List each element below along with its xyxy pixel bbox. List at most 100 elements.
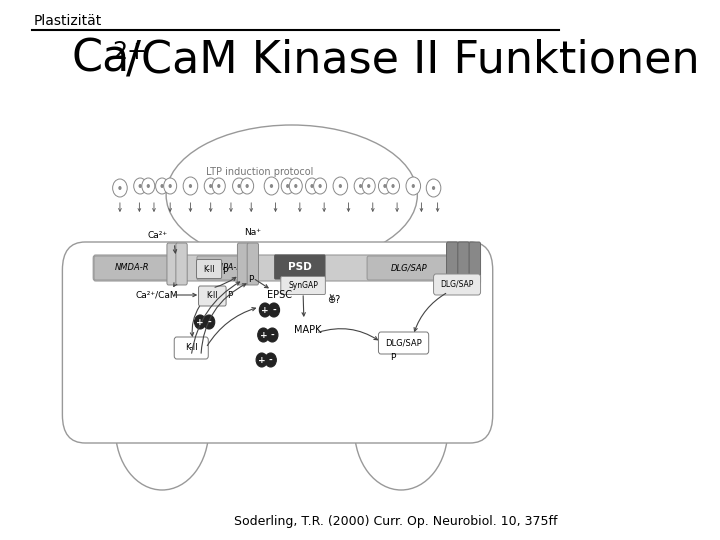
Text: +: + bbox=[260, 331, 267, 340]
Circle shape bbox=[194, 315, 206, 329]
Ellipse shape bbox=[354, 370, 448, 490]
Circle shape bbox=[269, 303, 279, 317]
Text: Soderling, T.R. (2000) Curr. Op. Neurobiol. 10, 375ff: Soderling, T.R. (2000) Curr. Op. Neurobi… bbox=[234, 515, 557, 528]
Text: AMPA-R: AMPA-R bbox=[211, 264, 243, 273]
FancyBboxPatch shape bbox=[199, 286, 226, 306]
Text: -: - bbox=[271, 331, 274, 340]
FancyBboxPatch shape bbox=[275, 255, 325, 279]
Circle shape bbox=[379, 178, 392, 194]
Circle shape bbox=[168, 184, 172, 188]
FancyBboxPatch shape bbox=[247, 243, 258, 285]
FancyBboxPatch shape bbox=[197, 256, 257, 280]
Text: K-II: K-II bbox=[185, 343, 197, 353]
Circle shape bbox=[138, 184, 142, 188]
Circle shape bbox=[318, 184, 322, 188]
FancyBboxPatch shape bbox=[167, 243, 179, 285]
Circle shape bbox=[204, 178, 217, 194]
Circle shape bbox=[354, 178, 367, 194]
Text: +: + bbox=[258, 356, 266, 365]
Circle shape bbox=[294, 184, 297, 188]
Text: LTP induction protocol: LTP induction protocol bbox=[206, 167, 313, 177]
Circle shape bbox=[286, 184, 289, 188]
Circle shape bbox=[432, 186, 435, 190]
Circle shape bbox=[217, 184, 220, 188]
Circle shape bbox=[426, 179, 441, 197]
Text: -: - bbox=[269, 356, 273, 365]
Text: -: - bbox=[272, 306, 276, 315]
FancyBboxPatch shape bbox=[379, 332, 428, 354]
Ellipse shape bbox=[166, 125, 418, 265]
FancyBboxPatch shape bbox=[176, 243, 187, 285]
Text: PSD: PSD bbox=[288, 262, 312, 272]
Circle shape bbox=[314, 178, 327, 194]
Circle shape bbox=[265, 353, 276, 367]
Text: Na⁺: Na⁺ bbox=[244, 228, 261, 237]
Circle shape bbox=[118, 186, 122, 190]
Circle shape bbox=[362, 178, 375, 194]
Text: DLG/SAP: DLG/SAP bbox=[391, 264, 428, 273]
FancyBboxPatch shape bbox=[238, 243, 249, 285]
Circle shape bbox=[289, 178, 302, 194]
Text: Ca²⁺: Ca²⁺ bbox=[148, 231, 168, 240]
Circle shape bbox=[387, 178, 400, 194]
Circle shape bbox=[305, 178, 318, 194]
FancyBboxPatch shape bbox=[197, 260, 222, 279]
Circle shape bbox=[258, 328, 269, 342]
Circle shape bbox=[310, 184, 314, 188]
Circle shape bbox=[204, 315, 215, 329]
FancyBboxPatch shape bbox=[63, 242, 492, 443]
Text: 2+: 2+ bbox=[112, 40, 148, 64]
Text: +: + bbox=[197, 318, 204, 327]
Circle shape bbox=[406, 177, 420, 195]
Circle shape bbox=[392, 184, 395, 188]
Text: ⊕?: ⊕? bbox=[328, 295, 341, 305]
FancyBboxPatch shape bbox=[469, 242, 480, 284]
Text: K-II: K-II bbox=[207, 292, 218, 300]
Circle shape bbox=[189, 184, 192, 188]
Circle shape bbox=[156, 178, 168, 194]
FancyBboxPatch shape bbox=[367, 256, 451, 280]
Circle shape bbox=[282, 178, 294, 194]
Circle shape bbox=[161, 184, 163, 188]
FancyBboxPatch shape bbox=[93, 255, 461, 281]
Circle shape bbox=[359, 184, 362, 188]
Circle shape bbox=[412, 184, 415, 188]
FancyBboxPatch shape bbox=[433, 274, 480, 295]
Circle shape bbox=[212, 178, 225, 194]
Text: /CaM Kinase II Funktionen: /CaM Kinase II Funktionen bbox=[127, 38, 700, 81]
Text: P: P bbox=[228, 292, 233, 300]
FancyBboxPatch shape bbox=[94, 256, 170, 280]
FancyBboxPatch shape bbox=[446, 242, 458, 284]
Text: +: + bbox=[261, 306, 269, 315]
Text: MAPK: MAPK bbox=[294, 325, 322, 335]
Circle shape bbox=[142, 178, 155, 194]
Text: DLG/SAP: DLG/SAP bbox=[441, 280, 474, 288]
Circle shape bbox=[238, 184, 240, 188]
Text: DLG/SAP: DLG/SAP bbox=[385, 339, 422, 348]
Circle shape bbox=[266, 328, 278, 342]
Text: SynGAP: SynGAP bbox=[288, 280, 318, 289]
FancyBboxPatch shape bbox=[174, 337, 208, 359]
FancyBboxPatch shape bbox=[281, 276, 325, 294]
FancyBboxPatch shape bbox=[458, 242, 469, 284]
Circle shape bbox=[183, 177, 198, 195]
Circle shape bbox=[240, 178, 253, 194]
Circle shape bbox=[270, 184, 273, 188]
Circle shape bbox=[209, 184, 212, 188]
Circle shape bbox=[163, 178, 176, 194]
Text: EPSC: EPSC bbox=[267, 290, 292, 300]
Text: Ca: Ca bbox=[71, 38, 130, 81]
Circle shape bbox=[256, 353, 267, 367]
Circle shape bbox=[338, 184, 342, 188]
Circle shape bbox=[147, 184, 150, 188]
Circle shape bbox=[259, 303, 271, 317]
Circle shape bbox=[383, 184, 387, 188]
Circle shape bbox=[367, 184, 370, 188]
Text: K-II: K-II bbox=[203, 265, 215, 273]
Circle shape bbox=[246, 184, 249, 188]
Text: -: - bbox=[207, 318, 211, 327]
Text: P: P bbox=[390, 354, 396, 362]
Text: Ca²⁺/CaM: Ca²⁺/CaM bbox=[135, 291, 178, 300]
Ellipse shape bbox=[115, 370, 209, 490]
Text: NMDA-R: NMDA-R bbox=[114, 264, 150, 273]
